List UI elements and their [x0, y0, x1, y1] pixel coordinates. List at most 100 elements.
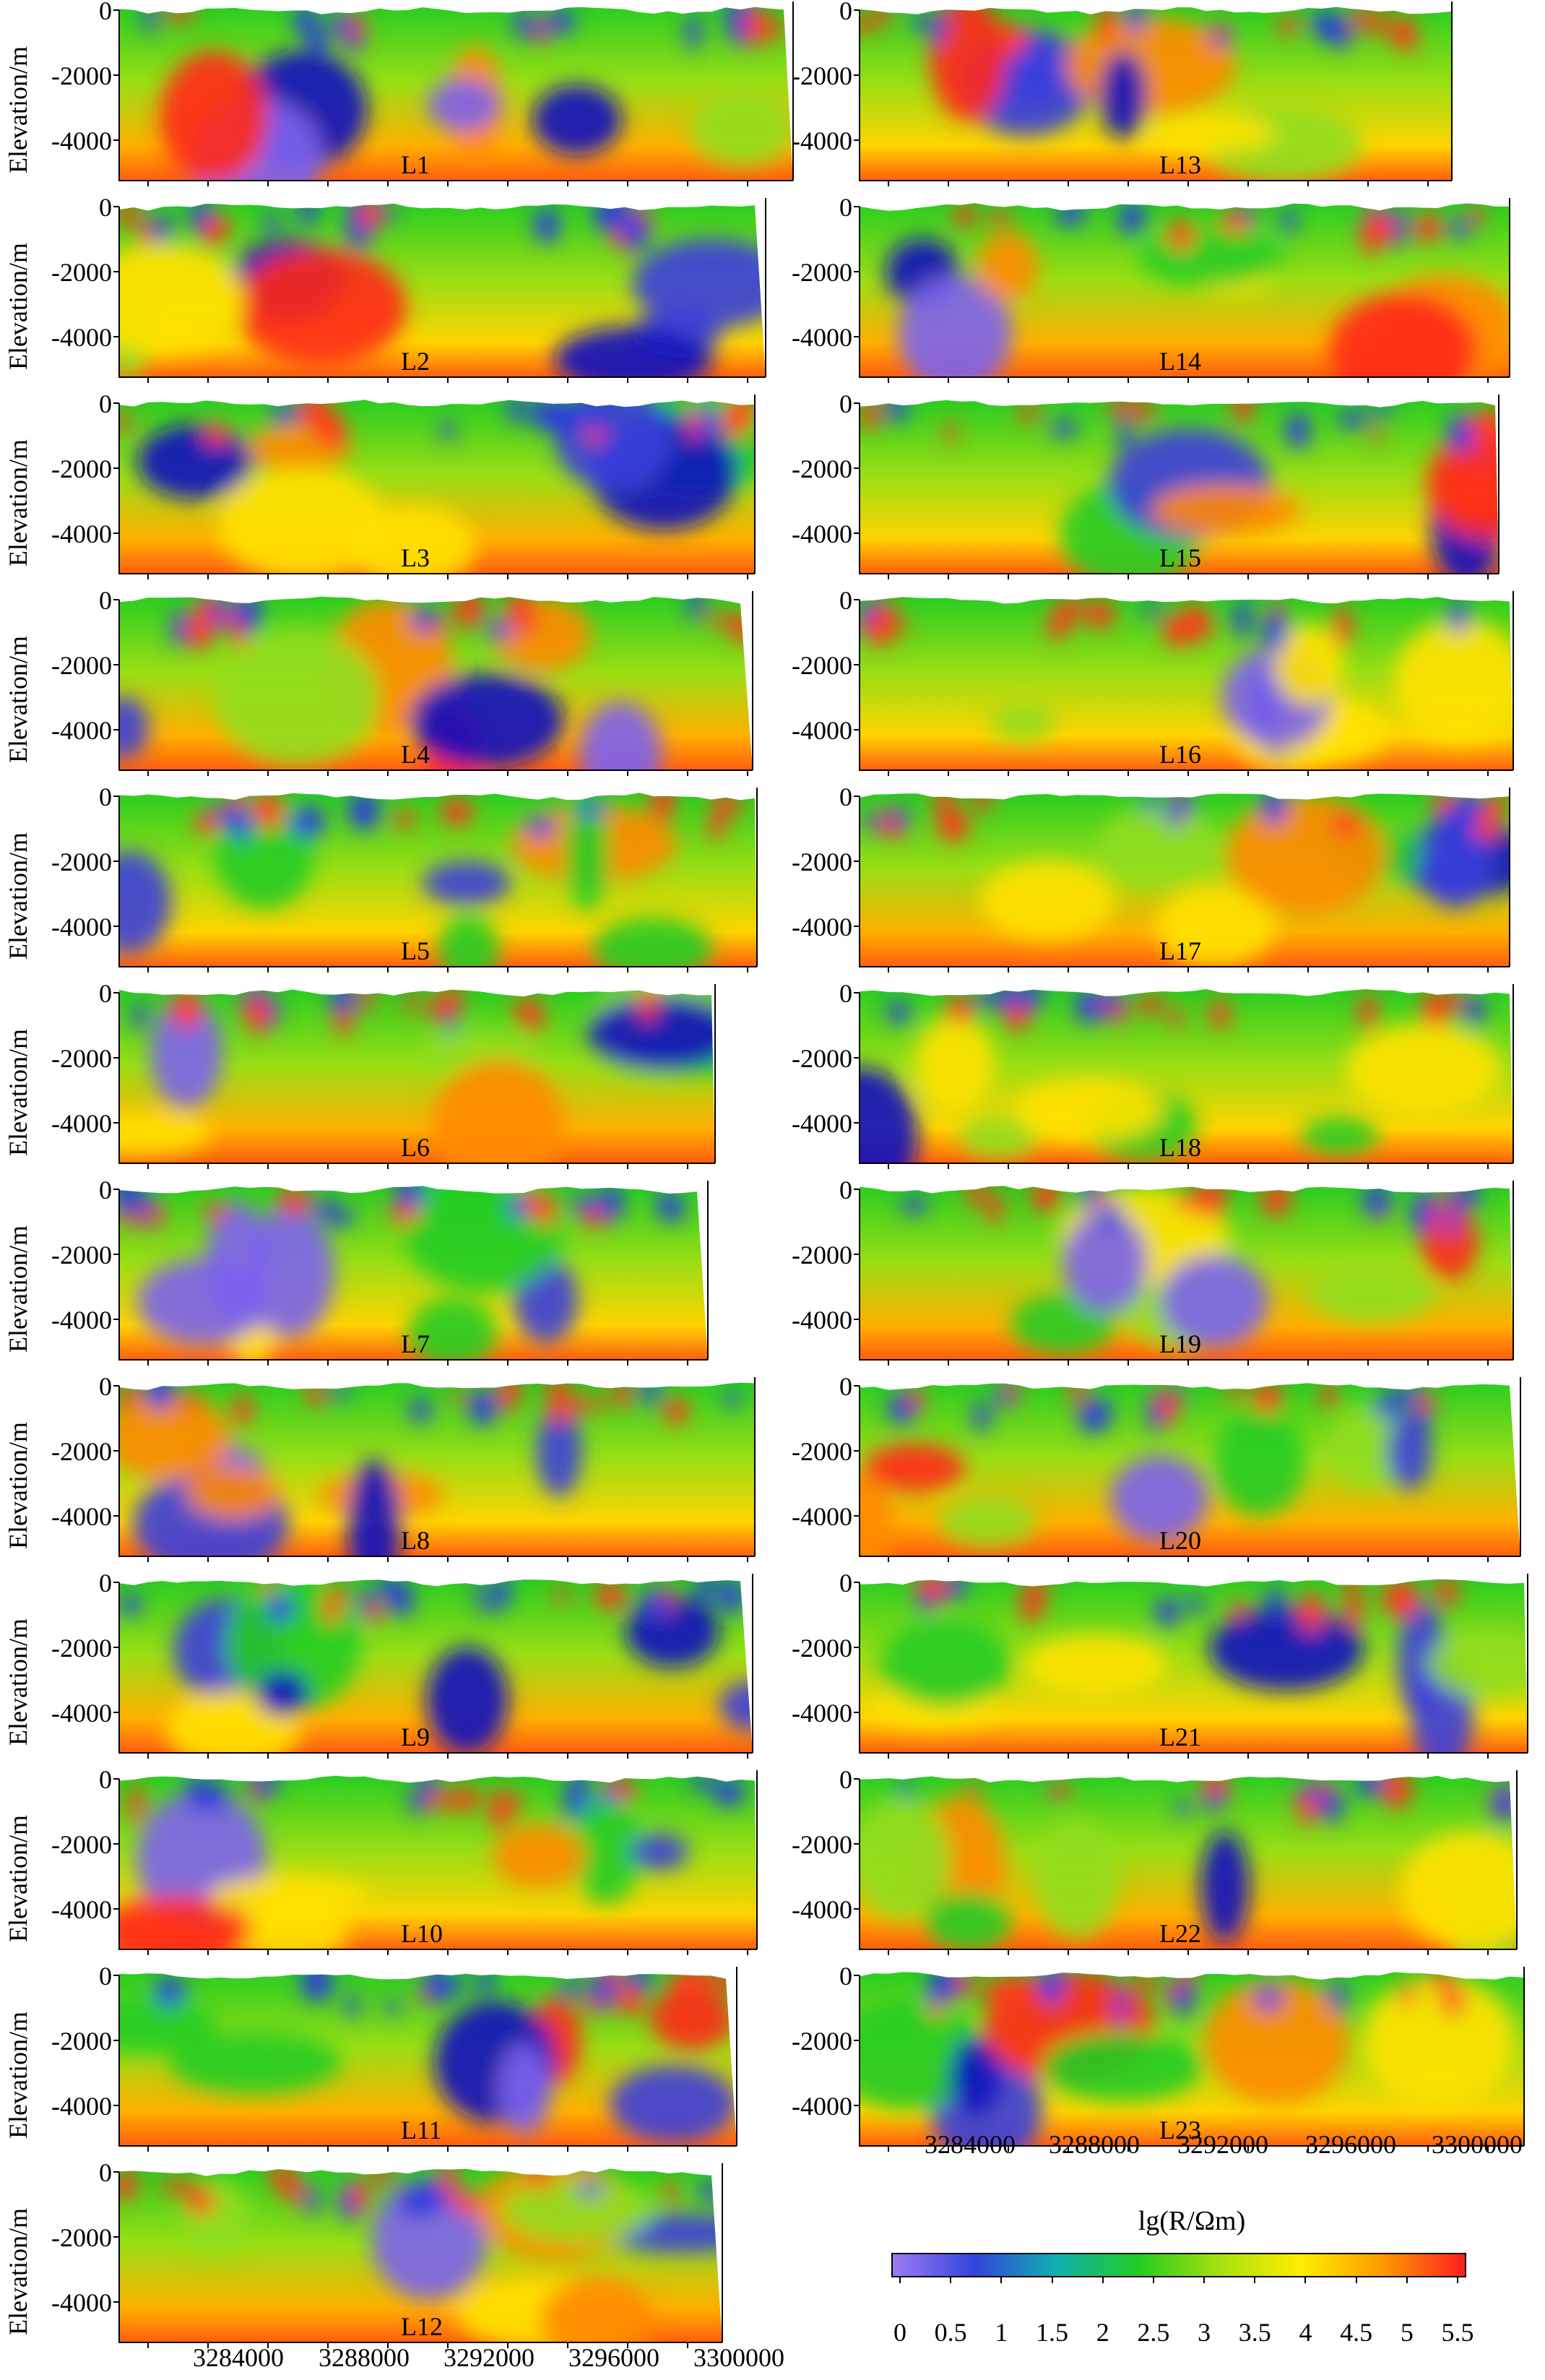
resistivity-body	[215, 629, 380, 765]
profile-heatmap: L1	[113, 1, 794, 186]
y-tick-label: -2000	[51, 1437, 112, 1466]
colorbar-title: lg(R/Ωm)	[1138, 2206, 1246, 2236]
surface-anomaly	[1373, 1395, 1403, 1418]
surface-anomaly	[995, 989, 1013, 1011]
colorbar-tick-mark	[899, 2276, 901, 2283]
surface-anomaly	[917, 1594, 937, 1610]
surface-anomaly	[150, 215, 172, 241]
profile-panel-l5: L5	[113, 788, 758, 973]
profile-label: L2	[401, 347, 430, 376]
surface-anomaly	[580, 402, 603, 426]
panel-axes	[118, 1967, 737, 2147]
surface-anomaly	[529, 2168, 550, 2191]
surface-anomaly	[1468, 205, 1484, 221]
x-tick-label: 3296000	[568, 2343, 659, 2372]
colorbar-tick-label: 5.5	[1441, 2318, 1474, 2347]
surface-anomaly	[1124, 203, 1144, 234]
surface-anomaly	[698, 1579, 714, 1605]
surface-anomaly	[1447, 220, 1472, 236]
profile-label: L13	[1159, 150, 1201, 179]
profile-label: L18	[1159, 1133, 1201, 1162]
resistivity-body	[1387, 1413, 1432, 1490]
resistivity-body	[1395, 619, 1513, 743]
profile-panel-l3: L3	[113, 394, 756, 579]
profile-panel-l18: L18	[854, 984, 1514, 1169]
surface-anomaly	[887, 1001, 910, 1023]
surface-anomaly	[1252, 1383, 1281, 1413]
surface-anomaly	[1263, 611, 1288, 652]
surface-anomaly	[714, 1779, 744, 1806]
surface-anomaly	[958, 1972, 971, 2001]
surface-anomaly	[1234, 600, 1251, 638]
resistivity-body	[960, 1116, 1038, 1159]
surface-anomaly	[576, 2183, 604, 2196]
resistivity-body	[119, 1896, 252, 1950]
resistivity-body	[1063, 1211, 1148, 1314]
surface-anomaly	[1442, 1987, 1465, 2016]
surface-anomaly	[1278, 16, 1298, 35]
surface-anomaly	[298, 203, 319, 224]
resistivity-body	[979, 861, 1115, 939]
resistivity-body	[423, 861, 511, 905]
surface-anomaly	[954, 204, 976, 227]
panel-axes	[118, 2163, 723, 2343]
surface-anomaly	[512, 22, 544, 38]
y-tick-label: -4000	[51, 126, 112, 155]
profile-label: L19	[1159, 1329, 1201, 1358]
profile-heatmap: L13	[854, 1, 1453, 186]
colorbar-tick-mark	[1051, 2276, 1053, 2283]
surface-anomaly	[119, 1383, 139, 1409]
y-axis-label: Elevation/m	[4, 1029, 33, 1156]
surface-anomaly	[966, 1186, 984, 1207]
surface-anomaly	[1012, 989, 1044, 1009]
surface-anomaly	[251, 1775, 279, 1796]
profile-panel-l12: L12	[113, 2163, 723, 2348]
surface-anomaly	[508, 1195, 528, 1220]
surface-anomaly	[571, 1197, 601, 1212]
surface-anomaly	[1367, 219, 1398, 241]
surface-anomaly	[930, 15, 950, 28]
surface-anomaly	[1167, 221, 1195, 250]
y-tick-label: -2000	[792, 2027, 852, 2056]
surface-anomaly	[1400, 1983, 1414, 2007]
resistivity-body	[864, 1444, 965, 1491]
resistivity-body	[1156, 885, 1276, 967]
surface-anomaly	[1411, 1197, 1433, 1234]
y-tick-label: -4000	[51, 1699, 112, 1728]
profile-panel-l9: L9	[113, 1574, 753, 1759]
panel-axes	[118, 984, 716, 1164]
panel-axes	[859, 1, 1453, 181]
colorbar-tick-mark	[1254, 2276, 1256, 2283]
surface-anomaly	[366, 1603, 382, 1623]
resistivity-body	[1016, 1079, 1163, 1141]
surface-anomaly	[485, 621, 514, 638]
y-tick-label: -2000	[792, 1830, 852, 1859]
surface-anomaly	[195, 811, 218, 835]
y-tick-label: -4000	[51, 323, 112, 352]
profile-heatmap: L22	[854, 1770, 1518, 1955]
x-tick-label: 3292000	[443, 2343, 535, 2372]
surface-anomaly	[172, 989, 201, 1029]
resistivity-body	[579, 702, 662, 771]
surface-anomaly	[1163, 613, 1193, 647]
surface-anomaly	[472, 1580, 487, 1592]
panel-axes	[118, 591, 753, 771]
surface-anomaly	[888, 400, 906, 423]
surface-anomaly	[441, 2168, 457, 2199]
surface-anomaly	[129, 1784, 143, 1823]
y-tick-label: -2000	[51, 848, 112, 876]
resistivity-body	[1151, 485, 1301, 535]
surface-anomaly	[1442, 990, 1463, 1009]
profile-panel-l2: L2	[113, 198, 766, 383]
surface-anomaly	[1283, 207, 1296, 235]
surface-anomaly	[441, 798, 473, 825]
resistivity-body	[1427, 428, 1499, 540]
resistivity-body	[1363, 1976, 1515, 2105]
profile-panel-l13: L13	[854, 1, 1453, 186]
surface-anomaly	[935, 793, 953, 819]
resistivity-body	[1149, 116, 1275, 152]
surface-anomaly	[202, 218, 220, 249]
resistivity-body	[410, 673, 564, 767]
surface-anomaly	[902, 1197, 927, 1214]
profile-label: L7	[401, 1329, 430, 1358]
